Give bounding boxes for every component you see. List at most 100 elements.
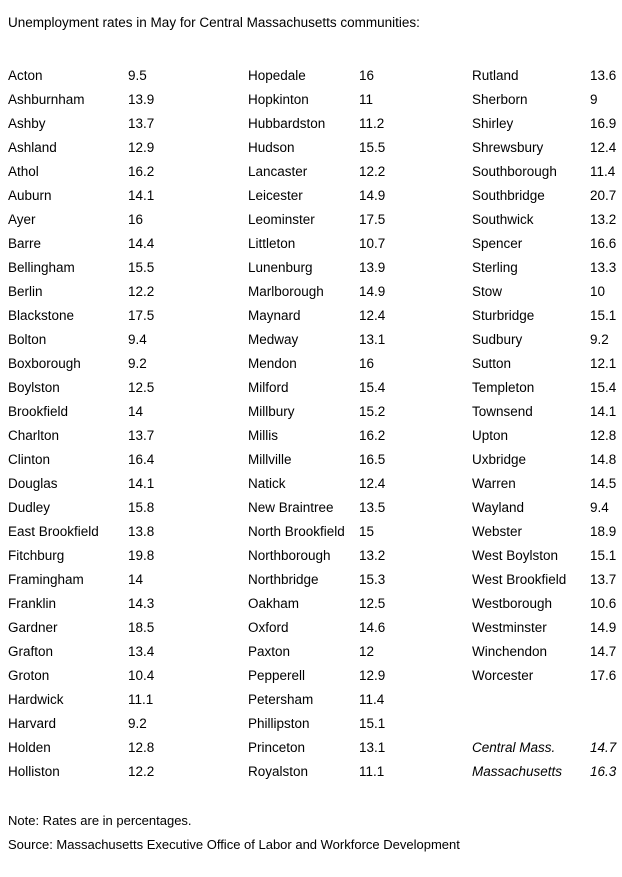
table-row: West Brookfield 13.7 xyxy=(472,567,622,591)
town-value: 11.4 xyxy=(590,163,616,179)
town-name: Blackstone xyxy=(8,307,75,323)
town-name: Boxborough xyxy=(8,355,81,371)
table-row: Brookfield 14 xyxy=(8,399,248,423)
town-name: Gardner xyxy=(8,619,58,635)
town-value: 15 xyxy=(359,523,375,539)
table-row: Upton 12.8 xyxy=(472,423,622,447)
town-value: 13.4 xyxy=(128,643,155,659)
town-value: 17.6 xyxy=(590,667,617,683)
table-row: Northbridge 15.3 xyxy=(248,567,472,591)
town-name: New Braintree xyxy=(248,499,334,515)
town-name: Milford xyxy=(248,379,289,395)
town-name: Hardwick xyxy=(8,691,64,707)
town-value: 19.8 xyxy=(128,547,155,563)
town-name: Hubbardston xyxy=(248,115,326,131)
town-value: 16 xyxy=(359,355,375,371)
town-value: 15.3 xyxy=(359,571,386,587)
town-value: 16.6 xyxy=(590,235,617,251)
table-row: Grafton 13.4 xyxy=(8,639,248,663)
table-row: Leominster 17.5 xyxy=(248,207,472,231)
summary-row: Massachusetts 16.3 xyxy=(472,759,622,783)
table-row: Millis 16.2 xyxy=(248,423,472,447)
town-value: 15.1 xyxy=(359,715,386,731)
town-value: 12.5 xyxy=(359,595,386,611)
table-row: Ayer 16 xyxy=(8,207,248,231)
town-name: Worcester xyxy=(472,667,534,683)
town-value: 14.1 xyxy=(590,403,617,419)
town-name: Shirley xyxy=(472,115,514,131)
table-row: New Braintree 13.5 xyxy=(248,495,472,519)
table-row: Shrewsbury 12.4 xyxy=(472,135,622,159)
town-value: 11.1 xyxy=(128,691,154,707)
town-value: 13.3 xyxy=(590,259,617,275)
table-row: Bolton 9.4 xyxy=(8,327,248,351)
town-name: Groton xyxy=(8,667,50,683)
table-row: Princeton 13.1 xyxy=(248,735,472,759)
town-name: Westminster xyxy=(472,619,547,635)
table-row: Pepperell 12.9 xyxy=(248,663,472,687)
town-name: Auburn xyxy=(8,187,52,203)
town-value: 15.1 xyxy=(590,547,617,563)
town-name: Dudley xyxy=(8,499,51,515)
table-row: Medway 13.1 xyxy=(248,327,472,351)
town-value: 13.7 xyxy=(128,115,155,131)
town-name: Leominster xyxy=(248,211,315,227)
table-row: Leicester 14.9 xyxy=(248,183,472,207)
town-value: 14.7 xyxy=(590,643,617,659)
town-value: 14.6 xyxy=(359,619,386,635)
town-name: Southborough xyxy=(472,163,557,179)
town-name: Hopedale xyxy=(248,67,306,83)
town-name: Stow xyxy=(472,283,503,299)
town-name: Townsend xyxy=(472,403,533,419)
town-value: 10.6 xyxy=(590,595,617,611)
table-row: Ashby 13.7 xyxy=(8,111,248,135)
table-row: Westborough 10.6 xyxy=(472,591,622,615)
town-value: 12.8 xyxy=(128,739,155,755)
town-name: Berlin xyxy=(8,283,43,299)
town-name: Littleton xyxy=(248,235,296,251)
town-name: Uxbridge xyxy=(472,451,527,467)
table-row: Fitchburg 19.8 xyxy=(8,543,248,567)
town-name: Brookfield xyxy=(8,403,69,419)
table-row: Sturbridge 15.1 xyxy=(472,303,622,327)
town-value: 14.9 xyxy=(359,187,386,203)
town-value: 10.7 xyxy=(359,235,386,251)
table-row: Hubbardston 11.2 xyxy=(248,111,472,135)
town-value: 13.7 xyxy=(590,571,617,587)
town-value: 12.9 xyxy=(128,139,155,155)
town-name: Maynard xyxy=(248,307,301,323)
summary-row: Central Mass. 14.7 xyxy=(472,735,622,759)
town-value: 14.8 xyxy=(590,451,617,467)
town-name: Sherborn xyxy=(472,91,528,107)
town-value: 13.2 xyxy=(590,211,617,227)
town-name: Hopkinton xyxy=(248,91,309,107)
table-row: Phillipston 15.1 xyxy=(248,711,472,735)
town-value: 12 xyxy=(359,643,375,659)
table-row: Boxborough 9.2 xyxy=(8,351,248,375)
town-name: Sterling xyxy=(472,259,518,275)
table-row: Oakham 12.5 xyxy=(248,591,472,615)
table-row: Rutland 13.6 xyxy=(472,63,622,87)
source-text: Source: Massachusetts Executive Office o… xyxy=(8,837,460,852)
town-name: Northborough xyxy=(248,547,331,563)
town-value: 12.2 xyxy=(359,163,386,179)
town-value: 15.8 xyxy=(128,499,155,515)
table-row: Ashburnham 13.9 xyxy=(8,87,248,111)
table-row: Uxbridge 14.8 xyxy=(472,447,622,471)
table-row: Royalston 11.1 xyxy=(248,759,472,783)
town-name: Holliston xyxy=(8,763,60,779)
town-value: 16 xyxy=(359,67,375,83)
table-row: Auburn 14.1 xyxy=(8,183,248,207)
table-row: Marlborough 14.9 xyxy=(248,279,472,303)
town-name: Millville xyxy=(248,451,292,467)
town-name: Ashburnham xyxy=(8,91,85,107)
town-name: Shrewsbury xyxy=(472,139,544,155)
table-column-3: Rutland 13.6 Sherborn 9 Shirley 16.9 Shrewsbur… xyxy=(472,63,622,783)
table-row: Sherborn 9 xyxy=(472,87,622,111)
town-name: Oakham xyxy=(248,595,300,611)
region-name: Massachusetts xyxy=(472,763,563,779)
town-name: Boylston xyxy=(8,379,60,395)
town-value: 13.1 xyxy=(359,739,386,755)
town-name: Spencer xyxy=(472,235,523,251)
